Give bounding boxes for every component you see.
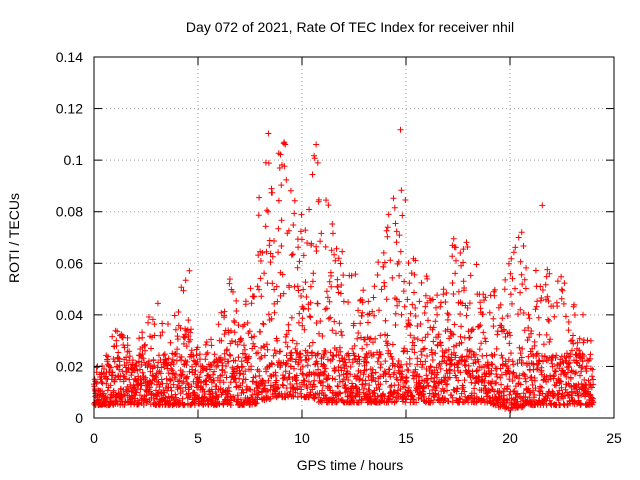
y-tick-label: 0.12 [56,101,83,117]
y-tick-label: 0.06 [56,255,83,271]
y-tick-label: 0.1 [64,152,84,168]
x-tick-label: 20 [502,430,518,446]
y-tick-label: 0.14 [56,49,83,65]
plot-frame [93,56,615,419]
x-axis-label: GPS time / hours [297,457,404,473]
x-tick-label: 10 [294,430,310,446]
x-axis: 0 5 10 15 20 25 [90,57,622,446]
x-tick-label: 0 [90,430,98,446]
y-tick-label: 0.02 [56,358,83,374]
x-tick-label: 25 [606,430,622,446]
y-axis-label: ROTI / TECUs [6,193,22,283]
x-tick-label: 5 [194,430,202,446]
chart-title: Day 072 of 2021, Rate Of TEC Index for r… [186,19,514,35]
y-axis: 0 0.02 0.04 0.06 0.08 0.1 0.12 0.14 [56,49,614,426]
y-tick-label: 0.08 [56,204,83,220]
y-tick-label: 0.04 [56,307,83,323]
x-tick-label: 15 [398,430,414,446]
y-tick-label: 0 [75,410,83,426]
